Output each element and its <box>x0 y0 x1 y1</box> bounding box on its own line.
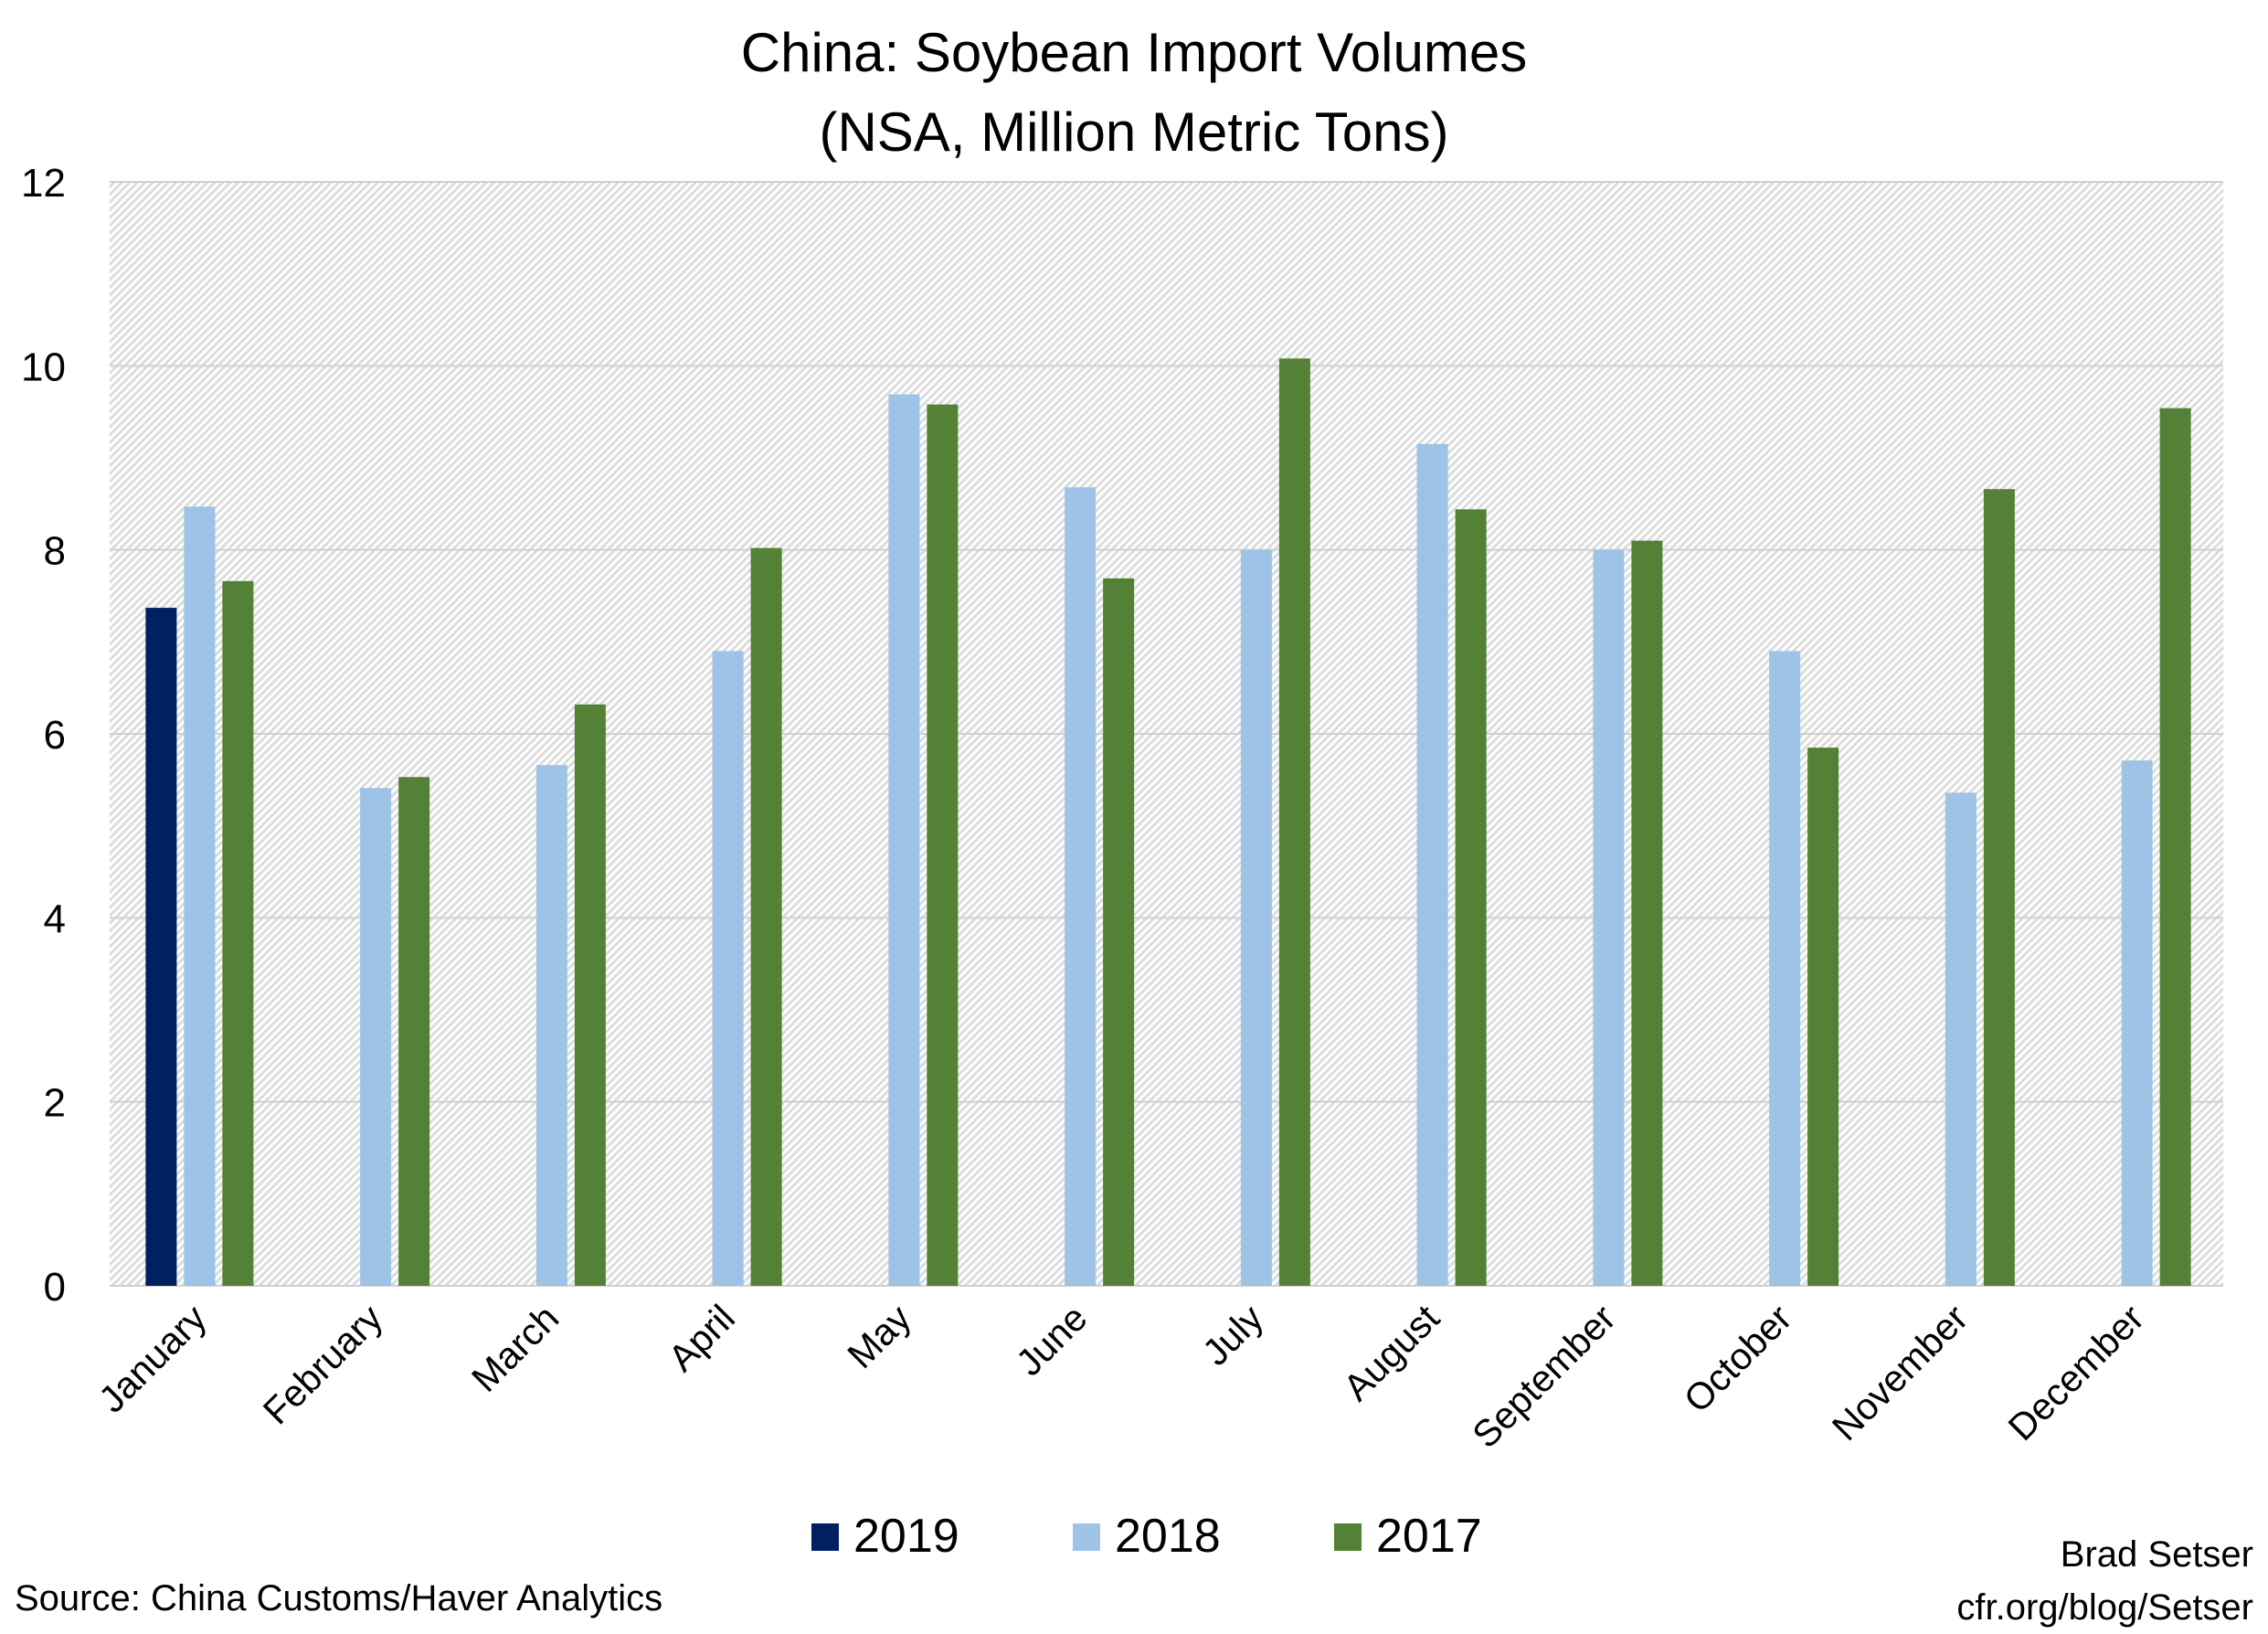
x-tick-label: December <box>2000 1297 2152 1448</box>
bar-2017-january <box>222 580 254 1286</box>
bar-2018-december <box>2121 760 2153 1286</box>
bars <box>145 358 2191 1286</box>
x-tick-label: September <box>1464 1297 1623 1456</box>
y-tick-label: 6 <box>44 713 66 758</box>
gridlines <box>110 181 2223 1287</box>
bar-2017-august <box>1455 509 1487 1286</box>
y-tick-label: 0 <box>44 1265 66 1310</box>
bar-2017-april <box>750 547 782 1286</box>
x-tick-label: October <box>1676 1297 1800 1421</box>
credit-url: cfr.org/blog/Setser <box>1956 1587 2253 1628</box>
x-tick-label: March <box>463 1297 567 1400</box>
x-tick-label: June <box>1008 1297 1095 1384</box>
x-tick-label: July <box>1194 1296 1271 1373</box>
legend-label: 2018 <box>1115 1510 1221 1563</box>
bar-2017-july <box>1278 358 1310 1286</box>
y-tick-label: 4 <box>44 897 66 941</box>
bar-2018-october <box>1769 651 1801 1286</box>
legend-swatch-2017 <box>1334 1523 1362 1551</box>
bar-2017-may <box>927 404 959 1286</box>
y-axis: 0 2 4 6 8 10 12 <box>21 161 66 1310</box>
x-axis: January February March April May June July Augu… <box>90 1296 2152 1456</box>
x-tick-label: January <box>90 1296 215 1420</box>
bar-2018-july <box>1240 549 1272 1286</box>
bar-2019-january <box>145 608 177 1286</box>
bar-2018-february <box>360 788 392 1286</box>
source-note: Source: China Customs/Haver Analytics <box>15 1578 662 1618</box>
x-tick-label: February <box>255 1296 391 1432</box>
x-tick-label: May <box>839 1296 919 1376</box>
bar-2018-may <box>888 394 920 1286</box>
x-tick-label: August <box>1335 1296 1447 1408</box>
legend: 2019 2018 2017 <box>811 1510 1482 1563</box>
legend-swatch-2018 <box>1073 1523 1100 1551</box>
bar-2017-october <box>1807 748 1839 1286</box>
chart-title: China: Soybean Import Volumes <box>741 22 1527 83</box>
y-tick-label: 12 <box>21 161 66 206</box>
bar-2018-september <box>1593 549 1625 1286</box>
bar-2018-june <box>1065 487 1097 1286</box>
x-tick-label: November <box>1824 1297 1976 1448</box>
credit-name: Brad Setser <box>2061 1534 2253 1575</box>
y-tick-label: 8 <box>44 529 66 574</box>
y-tick-label: 10 <box>21 345 66 389</box>
bar-2017-december <box>2159 408 2191 1286</box>
bar-2017-september <box>1631 540 1663 1286</box>
bar-2017-march <box>574 704 606 1286</box>
bar-2018-march <box>535 765 567 1286</box>
bar-2018-november <box>1945 792 1977 1286</box>
chart-subtitle: (NSA, Million Metric Tons) <box>819 101 1448 163</box>
x-tick-label: April <box>660 1297 743 1380</box>
bar-2018-april <box>712 651 744 1286</box>
legend-label: 2019 <box>853 1510 959 1563</box>
bar-2017-november <box>1983 489 2015 1286</box>
legend-swatch-2019 <box>811 1523 839 1551</box>
bar-2017-february <box>398 777 430 1286</box>
bar-2018-january <box>184 506 216 1286</box>
bar-2018-august <box>1416 443 1448 1286</box>
y-tick-label: 2 <box>44 1081 66 1126</box>
bar-2017-june <box>1103 578 1135 1286</box>
legend-label: 2017 <box>1376 1510 1482 1563</box>
